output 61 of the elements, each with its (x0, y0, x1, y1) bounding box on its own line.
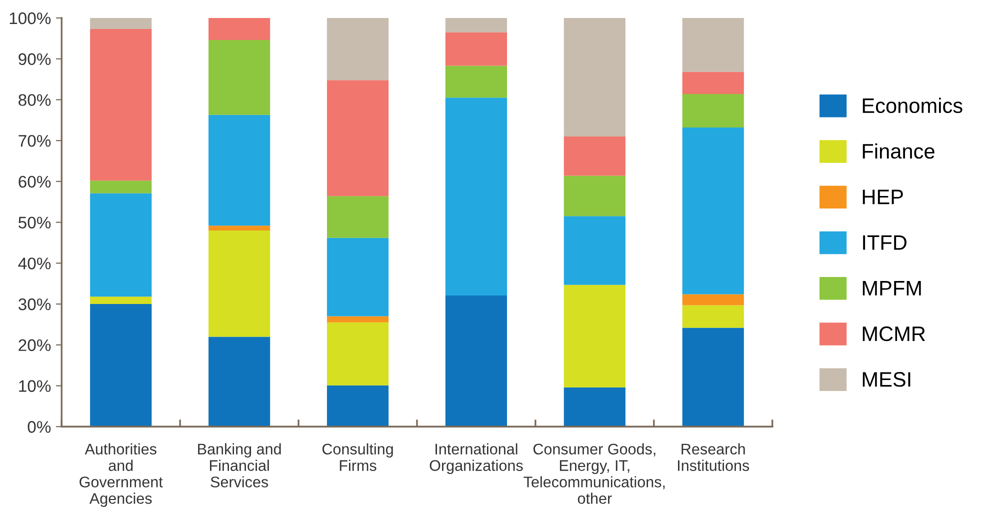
bar (682, 94, 744, 128)
legend-label: HEP (862, 190, 903, 204)
bar (90, 29, 152, 181)
legend-label: MPFM (862, 281, 921, 296)
bar (90, 18, 152, 30)
bar (564, 387, 626, 427)
y-tick-label: 80% (18, 94, 51, 106)
y-tick-label: 50% (18, 216, 51, 229)
bar (326, 238, 389, 316)
bar (326, 80, 389, 196)
bar (208, 114, 270, 226)
bar (90, 180, 152, 194)
legend-label: MESI (862, 372, 910, 387)
bar (90, 193, 152, 297)
bar (445, 18, 508, 32)
bar (90, 296, 152, 304)
y-tick-label: 20% (18, 339, 51, 352)
bar (326, 385, 389, 427)
bar (682, 18, 744, 72)
y-tick-label: 70% (18, 134, 51, 147)
bar (208, 336, 270, 427)
bar (208, 226, 270, 230)
legend-label: ITFD (863, 235, 906, 250)
y-tick-label: 90% (18, 53, 51, 66)
x-tick-label: Research Institutions (678, 443, 750, 471)
bar (682, 72, 744, 94)
bar (682, 294, 744, 306)
y-tick-label: 40% (18, 258, 51, 270)
x-tick-label: International Organizations (430, 443, 523, 474)
y-tick-label: 10% (19, 380, 51, 392)
bar (208, 230, 270, 337)
bar (445, 32, 508, 66)
bar (564, 284, 626, 388)
bar (208, 40, 270, 115)
bar (564, 176, 626, 216)
bar (90, 304, 152, 427)
bar (326, 18, 389, 80)
bar (682, 328, 744, 427)
legend-label: MCMR (862, 326, 926, 342)
bar (682, 128, 744, 294)
bar (682, 305, 744, 328)
bar (564, 216, 626, 285)
bar (445, 66, 508, 98)
y-tick-label: 100% (10, 12, 51, 24)
bar (564, 18, 626, 136)
y-tick-label: 0% (28, 421, 51, 433)
bar (326, 316, 389, 322)
bar (326, 196, 389, 238)
bar (208, 18, 270, 40)
x-tick-label: Authorities and Government Agencies (80, 443, 163, 507)
bar (445, 98, 508, 296)
x-tick-label: Banking and Financial Services (198, 443, 281, 488)
legend-label: Finance (862, 143, 934, 159)
bar (326, 322, 389, 386)
bar (445, 295, 508, 427)
y-tick-label: 60% (18, 176, 51, 188)
bar (564, 136, 626, 176)
x-tick-label: Consumer Goods, Energy, IT, Telecommunications, other (524, 443, 665, 504)
legend-label: Economics (862, 98, 962, 114)
x-tick-label: Consulting Firms (322, 443, 393, 471)
y-tick-label: 30% (18, 298, 51, 310)
